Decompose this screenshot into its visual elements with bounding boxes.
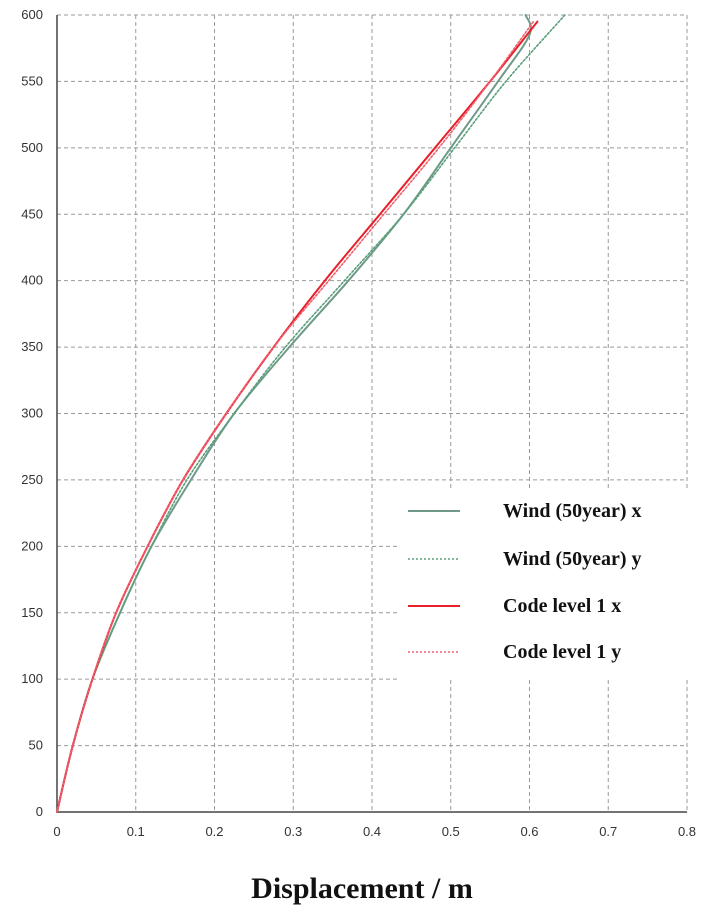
x-axis-title: Displacement / m xyxy=(251,872,473,905)
legend: Wind (50year) x Wind (50year) y Code level… xyxy=(400,488,695,680)
x-tick-label: 0.1 xyxy=(127,824,145,839)
y-tick-label: 350 xyxy=(21,339,43,354)
x-tick-label: 0.5 xyxy=(442,824,460,839)
legend-background xyxy=(400,488,695,680)
legend-label-2: Wind (50year) y xyxy=(503,548,642,570)
x-tick-label: 0.2 xyxy=(205,824,223,839)
axes xyxy=(56,15,687,813)
y-tick-label: 250 xyxy=(21,472,43,487)
series-line-4 xyxy=(56,20,535,813)
y-tick-label: 600 xyxy=(21,7,43,22)
y-tick-label: 150 xyxy=(21,605,43,620)
y-tick-label: 50 xyxy=(29,738,43,753)
x-tick-label: 0.7 xyxy=(599,824,617,839)
grid xyxy=(57,14,688,812)
y-tick-label: 500 xyxy=(21,140,43,155)
y-tick-label: 450 xyxy=(21,206,43,221)
y-tick-label: 200 xyxy=(21,538,43,553)
y-tick-label: 100 xyxy=(21,671,43,686)
y-tick-label: 550 xyxy=(21,73,43,88)
y-tick-label: 400 xyxy=(21,273,43,288)
x-tick-label: 0 xyxy=(53,824,60,839)
x-tick-label: 0.8 xyxy=(678,824,696,839)
y-tick-label: 0 xyxy=(36,804,43,819)
x-tick-label: 0.6 xyxy=(520,824,538,839)
x-tick-label: 0.3 xyxy=(284,824,302,839)
x-tick-label: 0.4 xyxy=(363,824,381,839)
series-lines xyxy=(56,14,566,813)
series-line-2 xyxy=(56,14,566,813)
series-line-3 xyxy=(56,20,539,813)
legend-label-1: Wind (50year) x xyxy=(503,500,642,522)
legend-label-3: Code level 1 x xyxy=(503,595,621,617)
y-tick-label: 300 xyxy=(21,406,43,421)
tick-labels: 0 0.1 0.2 0.3 0.4 0.5 0.6 0.7 0.8 0 50 100 150 200 250… xyxy=(21,7,696,839)
legend-label-4: Code level 1 y xyxy=(503,641,621,663)
